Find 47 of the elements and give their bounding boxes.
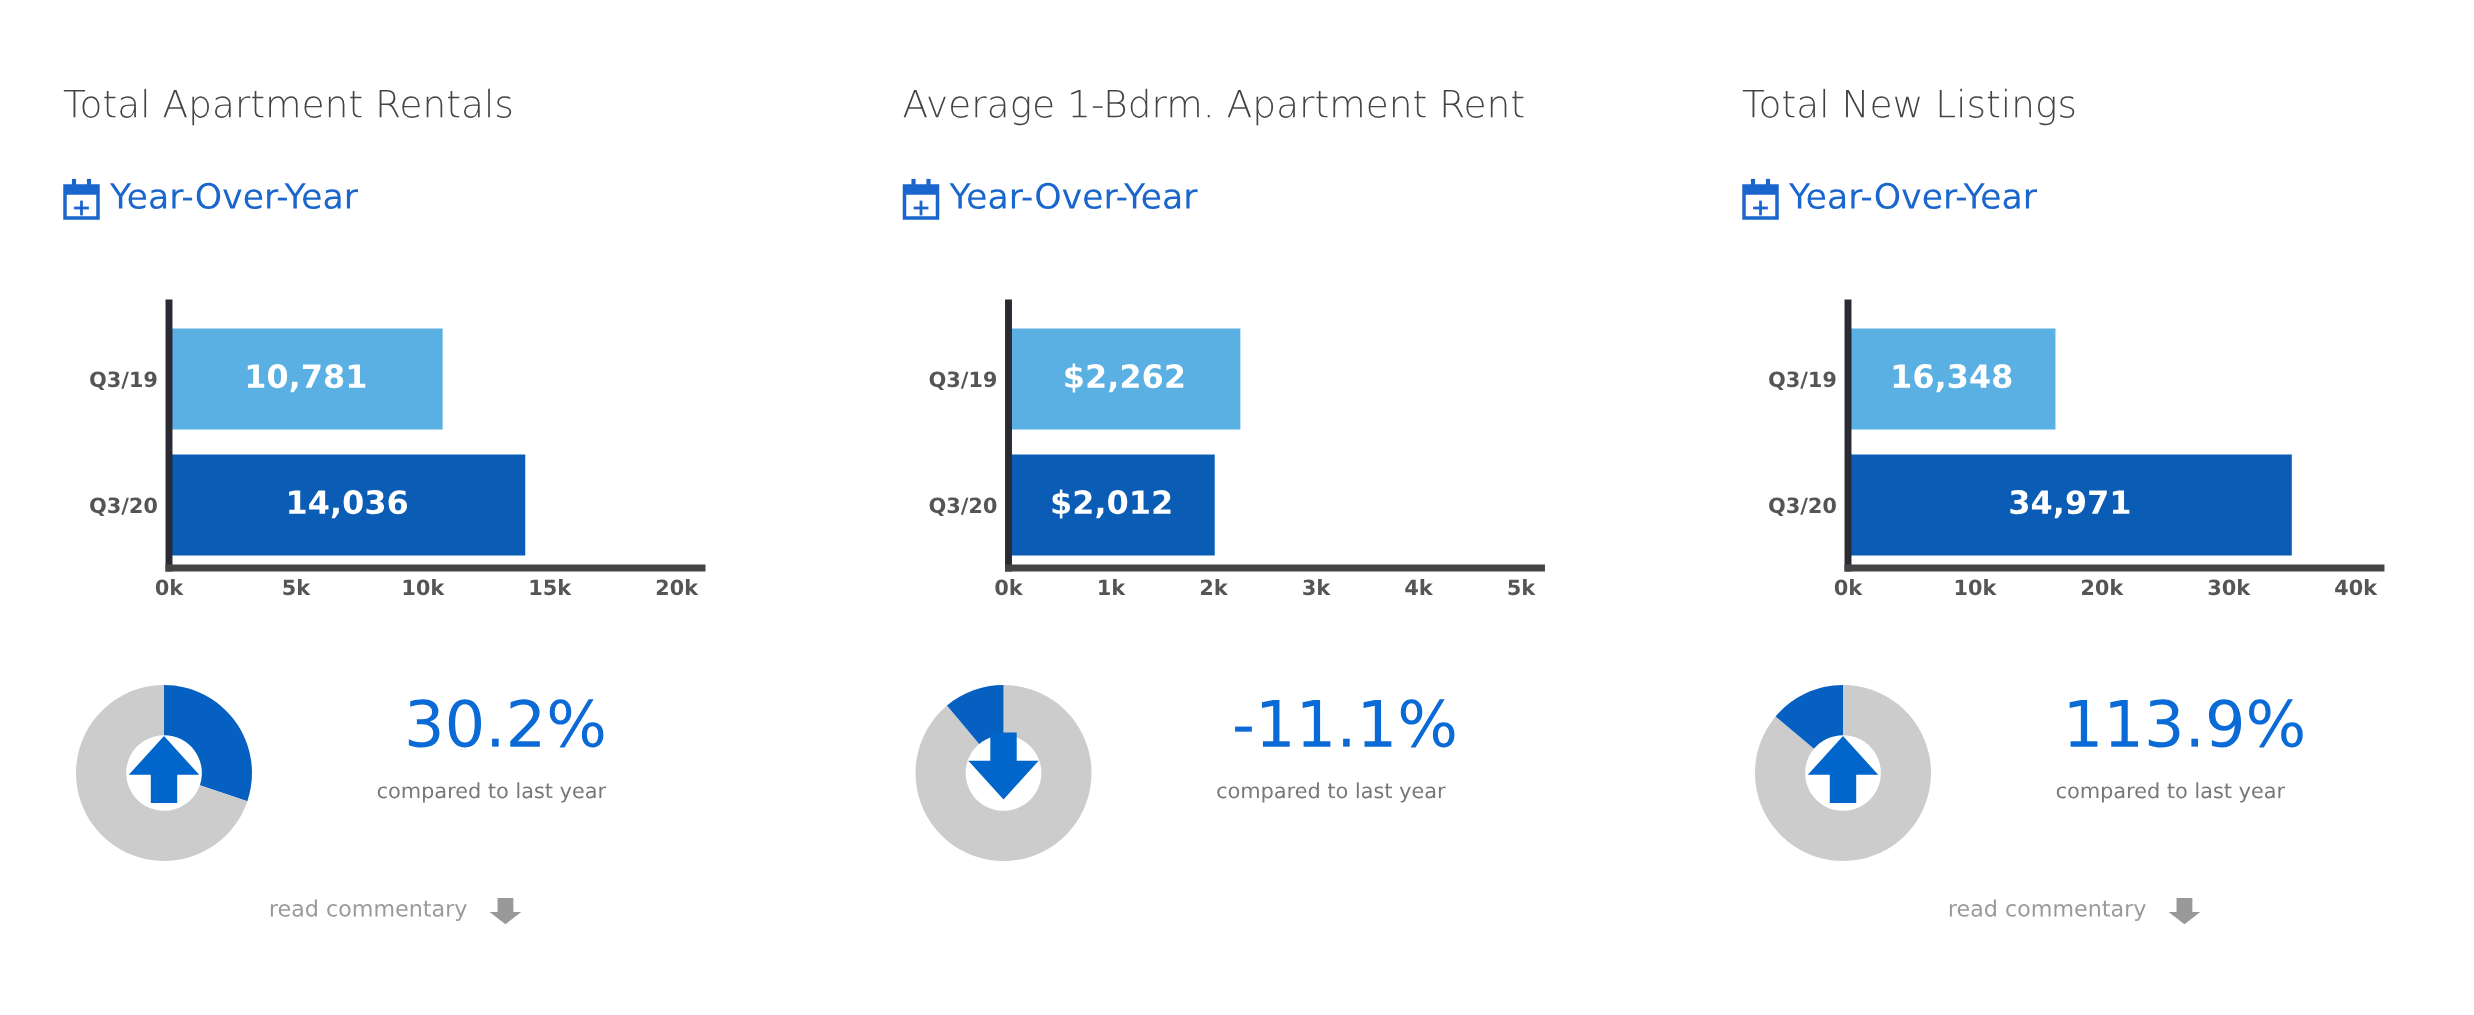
donut-slice	[1755, 685, 1931, 861]
chart-title: Total Apartment Rentals	[63, 88, 512, 126]
data-label: 16,348	[1893, 364, 2012, 393]
text: compared to last year	[1217, 782, 1446, 803]
text: 113.9%	[2069, 699, 2303, 748]
y-tick-label: Q3/19	[90, 371, 157, 390]
text: read commentary	[1949, 899, 2146, 922]
text: compared to last year	[377, 782, 607, 803]
donut-slice	[76, 685, 248, 861]
data-label: $2,262	[1065, 363, 1184, 393]
chart-subtitle: Year-Over-Year	[949, 182, 1198, 210]
text: 30.2%	[408, 699, 604, 748]
x-tick-label: 0k	[155, 579, 184, 596]
x-tick-label: 30k	[2208, 579, 2251, 596]
donut-slice	[915, 685, 1092, 861]
x-tick-label: 1k	[1099, 579, 1126, 595]
chart-subtitle: Year-Over-Year	[109, 182, 359, 210]
x-tick-label: 15k	[530, 579, 572, 596]
y-tick-label: Q3/20	[929, 497, 997, 516]
y-tick-label: Q3/19	[1769, 371, 1836, 390]
y-tick-label: Q3/19	[929, 371, 997, 390]
x-tick-label: 4k	[1405, 579, 1434, 595]
x-tick-label: 3k	[1303, 579, 1331, 596]
chart-subtitle: Year-Over-Year	[1788, 182, 2038, 210]
chart-title: Total New Listings	[1742, 88, 2075, 126]
x-tick-label: 10k	[403, 579, 445, 596]
x-tick-label: 20k	[2082, 579, 2124, 596]
x-tick-label: 20k	[656, 579, 699, 596]
donut-slice	[164, 685, 252, 802]
data-label: $2,012	[1052, 489, 1171, 519]
data-label: 14,036	[289, 490, 408, 519]
data-label: 10,781	[247, 364, 366, 393]
text: compared to last year	[2056, 782, 2286, 803]
y-tick-label: Q3/20	[90, 497, 157, 516]
x-tick-label: 0k	[995, 579, 1024, 596]
donut-slice	[1775, 685, 1843, 749]
text: -11.1%	[1235, 699, 1455, 748]
x-tick-label: 5k	[283, 579, 311, 596]
x-tick-label: 0k	[1834, 579, 1863, 596]
x-tick-label: 10k	[1955, 579, 1997, 596]
y-tick-label: Q3/20	[1769, 497, 1836, 516]
x-tick-label: 40k	[2335, 579, 2378, 596]
text: read commentary	[270, 899, 467, 922]
chart-title: Average 1-Bdrm. Apartment Rent	[903, 88, 1524, 126]
data-label: 34,971	[2010, 490, 2130, 519]
x-tick-label: 2k	[1200, 579, 1229, 595]
x-tick-label: 5k	[1508, 579, 1536, 596]
